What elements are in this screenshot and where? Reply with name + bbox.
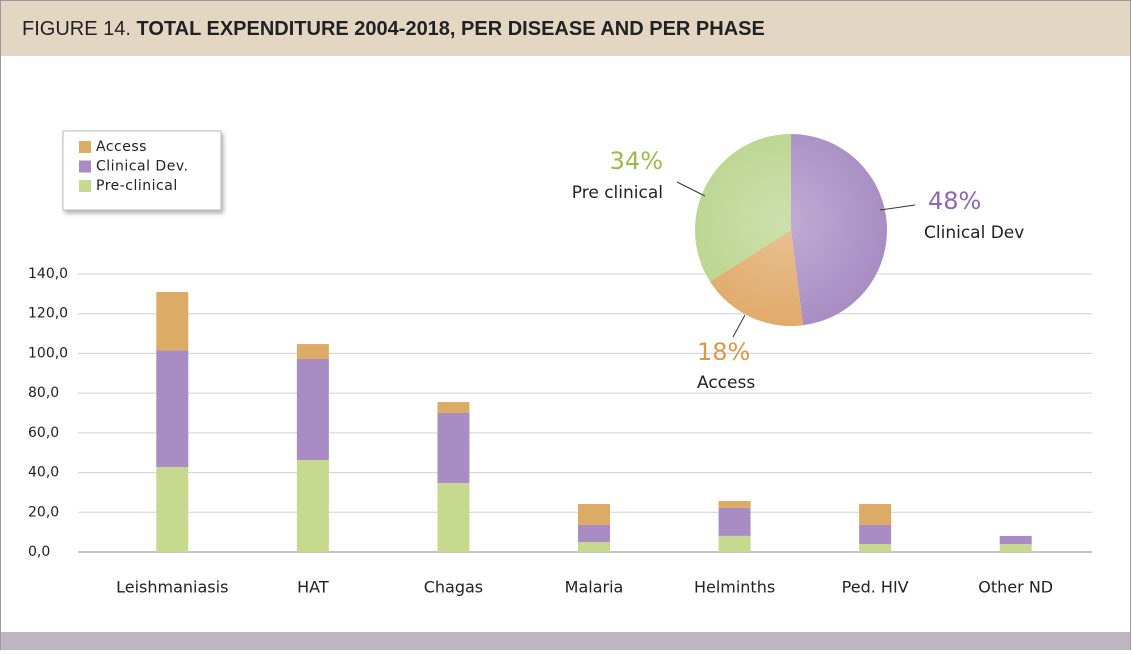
leader-line — [732, 314, 746, 338]
bar-segment — [437, 413, 470, 484]
bar-segment — [437, 483, 470, 552]
x-tick-label: Helminths — [694, 578, 775, 597]
bar-segment — [437, 402, 470, 413]
legend-swatch — [79, 160, 91, 173]
leader-line — [879, 204, 916, 211]
footer-band — [1, 632, 1130, 650]
y-tick-label: 0,0 — [28, 544, 50, 560]
chart-title: TOTAL EXPENDITURE 2004-2018, PER DISEASE… — [136, 18, 764, 40]
bar-segment — [156, 292, 189, 351]
legend-swatch — [79, 180, 91, 192]
y-tick-label: 140,0 — [28, 266, 68, 282]
bar-segment — [578, 503, 610, 525]
pie-value-label: 48% — [928, 187, 981, 215]
figure-label: FIGURE 14. — [22, 18, 131, 40]
x-tick-label: HAT — [297, 578, 329, 597]
bar-segment — [859, 503, 892, 525]
bar-segment — [296, 460, 329, 552]
bar-segment — [156, 350, 189, 468]
x-tick-label: Chagas — [424, 578, 483, 597]
bar-segment — [578, 542, 610, 552]
bar-segment — [156, 467, 189, 552]
x-tick-label: Leishmaniasis — [116, 578, 228, 597]
pie-value-label: 18% — [697, 338, 750, 366]
x-tick-label: Other ND — [978, 578, 1053, 597]
leader-line — [676, 181, 706, 197]
legend-swatch — [79, 141, 91, 153]
header: FIGURE 14. TOTAL EXPENDITURE 2004-2018, … — [22, 18, 765, 40]
pie-shade — [695, 134, 887, 326]
y-tick-label: 20,0 — [28, 504, 59, 520]
bar-segment — [718, 507, 751, 536]
y-tick-label: 80,0 — [28, 385, 59, 401]
pie-category-label: Clinical Dev — [924, 223, 1024, 243]
bar-segment — [296, 344, 329, 359]
bar-segment — [999, 544, 1032, 552]
x-tick-label: Malaria — [565, 578, 624, 597]
y-tick-label: 40,0 — [28, 465, 59, 481]
bar-segment — [718, 535, 751, 552]
legend-label: Pre-clinical — [96, 178, 178, 194]
bar-segment — [718, 500, 751, 508]
bar-segment — [578, 524, 610, 543]
pie-value-label: 34% — [610, 147, 663, 175]
y-tick-label: 60,0 — [28, 425, 59, 441]
bar-segment — [859, 524, 892, 545]
bar-segment — [999, 535, 1032, 545]
x-tick-label: Ped. HIV — [842, 578, 909, 597]
y-tick-label: 120,0 — [28, 306, 68, 322]
pie-category-label: Access — [697, 373, 755, 393]
pie-category-label: Pre clinical — [572, 183, 663, 203]
y-tick-label: 100,0 — [28, 345, 68, 361]
legend-label: Clinical Dev. — [96, 159, 188, 175]
bar-segment — [296, 358, 329, 461]
bar-segment — [859, 544, 892, 552]
header-band — [1, 1, 1130, 56]
legend-label: Access — [96, 139, 147, 155]
